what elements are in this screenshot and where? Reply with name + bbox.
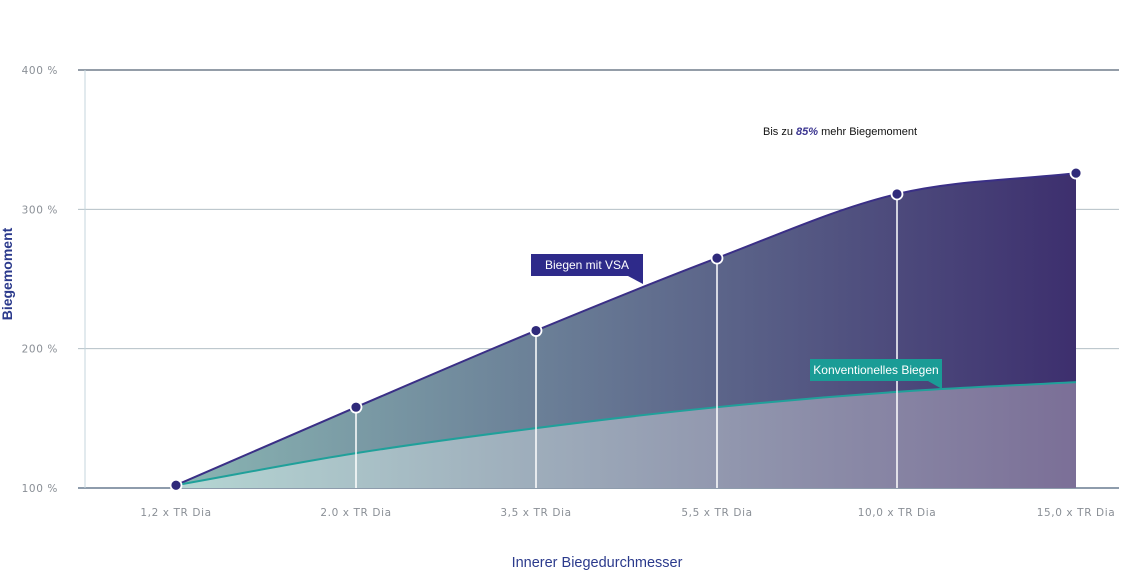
- conventional-area: [176, 382, 1076, 488]
- conventional-series-tag-box: [810, 359, 942, 381]
- vsa-series-tag: Biegen mit VSA: [531, 254, 643, 284]
- y-tick-label: 300 %: [22, 204, 58, 216]
- conventional-series-tag: Konventionelles Biegen: [810, 359, 942, 389]
- vsa-data-point: [890, 187, 904, 201]
- annotation-prefix: Bis zu: [763, 126, 796, 138]
- vsa-series-tag-box: [531, 254, 643, 276]
- vsa-data-point: [349, 400, 363, 414]
- x-tick-label: 10,0 x TR Dia: [858, 507, 937, 519]
- vsa-data-point: [169, 478, 183, 492]
- x-tick-label: 1,2 x TR Dia: [140, 507, 211, 519]
- conventional-line: [175, 381, 1077, 487]
- grid-lines: 100 % 200 % 300 % 400 % 1,2 x TR Dia 2.0 x TR…: [22, 65, 1119, 519]
- y-tick-label: 200 %: [22, 344, 58, 356]
- annotation-emphasis: 85%: [796, 126, 818, 138]
- y-axis-title: Biegemoment: [0, 227, 15, 320]
- y-tick-label: 100 %: [22, 483, 58, 495]
- x-tick-label: 3,5 x TR Dia: [500, 507, 571, 519]
- x-tick-label: 5,5 x TR Dia: [681, 507, 752, 519]
- text-layer: Biegemoment Innerer Biegedurchmesser Bis…: [0, 126, 917, 571]
- conventional-series-tag-label: Konventionelles Biegen: [813, 363, 938, 377]
- x-tick-label: 15,0 x TR Dia: [1037, 507, 1116, 519]
- vsa-data-point: [1069, 166, 1083, 180]
- vsa-data-point: [529, 324, 543, 337]
- x-axis-title: Innerer Biegedurchmesser: [512, 555, 683, 571]
- x-tick-label: 2.0 x TR Dia: [320, 507, 391, 519]
- vsa-series-tag-label: Biegen mit VSA: [545, 258, 629, 272]
- vsa-data-point: [710, 251, 724, 265]
- improvement-annotation: Bis zu 85% mehr Biegemoment: [763, 126, 917, 138]
- annotation-suffix: mehr Biegemoment: [818, 126, 917, 138]
- y-tick-label: 400 %: [22, 65, 58, 77]
- conventional-series-tag-pointer: [928, 381, 942, 389]
- area-layer: [175, 172, 1077, 488]
- vsa-line: [175, 172, 1077, 487]
- vsa-series-tag-pointer: [628, 276, 643, 284]
- marker-layer: Biegen mit VSA Konventionelles Biegen: [169, 166, 1083, 492]
